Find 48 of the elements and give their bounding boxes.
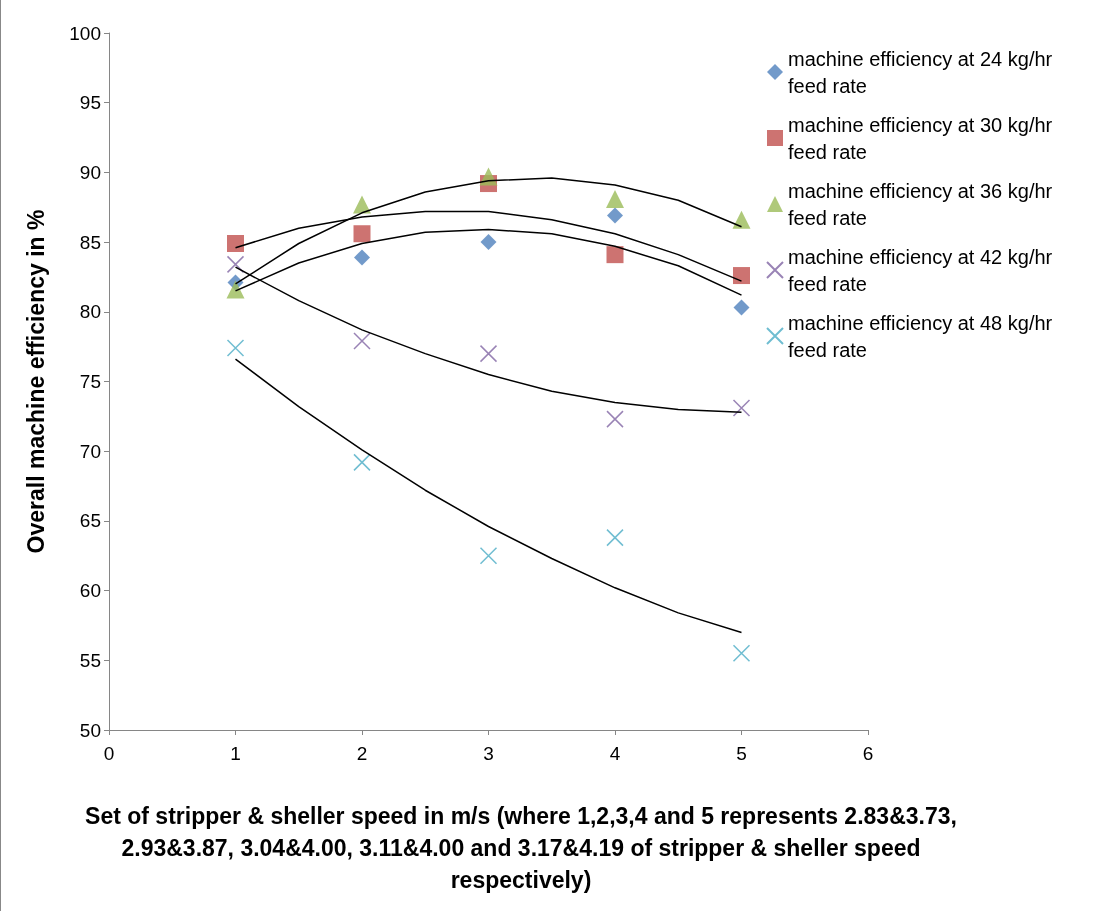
point (606, 410, 624, 428)
y-tick-label: 85 (79, 231, 101, 253)
legend-label: machine efficiency at 30 kg/hr feed rate (788, 113, 1058, 163)
legend-label: machine efficiency at 48 kg/hr feed rate (788, 311, 1058, 361)
y-tick-label: 90 (79, 161, 101, 183)
x-axis-title: Set of stripper & sheller speed in m/s (where 1,2,3,4 and 5 represents 2.83&3.73, 2.93&3.87, 3.04&4.00, 3.11&4.00 and 3.17&4.19 of stripper & sheller speed respectively) (84, 802, 958, 895)
point (606, 189, 624, 208)
point (606, 246, 624, 264)
x-tick-label: 5 (736, 743, 747, 764)
point (354, 249, 370, 266)
y-tick-label: 80 (79, 301, 101, 323)
point (480, 234, 497, 251)
point (732, 210, 751, 229)
y-tick-label: 75 (79, 371, 101, 392)
point (353, 195, 371, 214)
x-tick-label: 2 (356, 743, 368, 764)
y-tick-label: 50 (79, 719, 101, 741)
x-tick-label: 1 (230, 743, 241, 764)
point (479, 344, 498, 363)
legend-label: machine efficiency at 36 kg/hr feed rate (788, 179, 1058, 229)
legend-label: machine efficiency at 24 kg/hr feed rate (788, 47, 1058, 97)
y-tick-label: 55 (79, 649, 101, 671)
point (732, 399, 751, 417)
x-tick-label: 6 (862, 743, 874, 764)
point (607, 207, 623, 224)
legend-label: machine efficiency at 42 kg/hr feed rate (788, 245, 1058, 295)
y-tick-label: 70 (79, 440, 101, 462)
x-tick-label: 4 (609, 743, 621, 764)
point (732, 644, 751, 663)
point (353, 332, 371, 350)
point (226, 339, 245, 357)
y-tick-label: 65 (79, 510, 101, 532)
y-axis-title: Overall machine efficiency in % (22, 209, 49, 554)
y-tick-label: 60 (79, 580, 101, 602)
x-tick-label: 0 (103, 743, 115, 764)
point (606, 528, 624, 547)
point (353, 225, 371, 243)
point (227, 234, 244, 252)
point (226, 255, 245, 274)
y-tick-label: 95 (79, 92, 101, 114)
line-series (234, 358, 743, 634)
point (733, 267, 750, 285)
y-tick-label: 100 (69, 22, 101, 44)
point (353, 453, 371, 472)
point (226, 280, 245, 299)
point (479, 547, 498, 565)
point (733, 299, 750, 316)
x-tick-label: 3 (483, 743, 494, 764)
